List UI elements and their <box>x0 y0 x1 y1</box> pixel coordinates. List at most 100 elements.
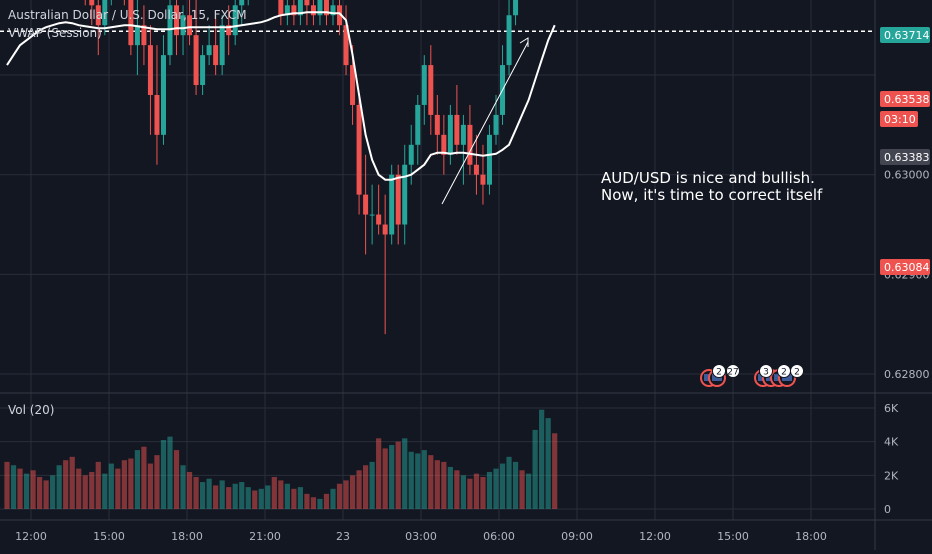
candle-body <box>160 55 166 135</box>
candle-body <box>154 94 160 135</box>
volume-tick-label: 4K <box>884 436 899 449</box>
price-badge-text: 0.63383 <box>884 151 930 164</box>
event-count-bubble[interactable]: 3 <box>759 364 773 378</box>
volume-bar <box>323 493 330 509</box>
volume-bar <box>147 463 154 509</box>
volume-bar <box>56 465 62 509</box>
price-badge-bg <box>880 259 930 275</box>
vwap-path <box>6 11 556 181</box>
candle-body <box>454 114 460 145</box>
volume-bar <box>17 468 23 509</box>
volume-bar <box>421 450 427 509</box>
volume-bar <box>284 483 290 509</box>
volume-bar <box>506 456 512 509</box>
volume-bar <box>108 463 114 509</box>
volume-bar <box>160 439 167 509</box>
price-badge-text: 03:10 <box>884 113 916 126</box>
candle-body <box>350 65 356 105</box>
time-tick-label: 15:00 <box>93 530 125 543</box>
time-tick-label: 03:00 <box>405 530 437 543</box>
volume-bar <box>480 477 486 509</box>
volume-bar <box>519 470 525 509</box>
event-count-circle <box>759 364 773 378</box>
volume-bar <box>460 475 466 509</box>
volume-bar <box>173 450 180 509</box>
horizontal-lines[interactable] <box>0 0 875 32</box>
event-count-bubble[interactable]: 27 <box>726 364 740 378</box>
volume-indicator-label[interactable]: Vol (20) <box>8 403 55 417</box>
volume-bar <box>167 436 173 509</box>
volume-bar <box>493 468 499 509</box>
event-count-text: 2 <box>794 368 800 378</box>
candle-body <box>473 164 479 175</box>
volume-bar <box>265 485 271 509</box>
volume-bar <box>356 470 362 509</box>
candle-body <box>369 214 375 216</box>
candle-body <box>402 164 408 225</box>
event-count-bubble[interactable]: 2 <box>790 364 804 378</box>
volume-bar <box>343 480 349 509</box>
volume-bar <box>102 473 108 509</box>
candle-body <box>141 25 147 46</box>
candle-body <box>102 0 108 26</box>
arrow-shaft[interactable] <box>441 41 529 205</box>
annotation-line-1: AUD/USD is nice and bullish. <box>601 169 815 187</box>
text-annotation[interactable]: AUD/USD is nice and bullish. Now, it's t… <box>601 170 822 204</box>
event-count-bubble[interactable]: 2 <box>712 364 726 378</box>
volume-bar <box>473 473 480 509</box>
volume-bar <box>213 485 219 509</box>
price-badge-bg <box>880 149 930 165</box>
volume-bar <box>69 456 75 509</box>
volume-axis[interactable]: 6K 4K 2K 0 <box>884 402 899 516</box>
volume-bar <box>499 463 506 509</box>
vwap-indicator-label[interactable]: VWAP (Session) <box>8 26 102 40</box>
time-axis[interactable]: 12:00 15:00 18:00 21:00 23 03:00 06:00 09:00 12:… <box>15 530 827 543</box>
price-badge-text: 0.63084 <box>884 261 930 274</box>
event-count-bubble[interactable]: 2 <box>777 364 791 378</box>
volume-bar <box>154 455 160 509</box>
candle-body <box>187 15 193 36</box>
volume-bar <box>50 475 56 509</box>
volume-bar <box>206 478 212 509</box>
volume-bar <box>30 470 36 509</box>
volume-bar <box>310 497 317 509</box>
volume-bar <box>382 448 388 509</box>
volume-bar <box>447 466 453 509</box>
trend-arrow-drawing[interactable] <box>441 37 529 205</box>
time-tick-label: 09:00 <box>561 530 593 543</box>
volume-bar <box>63 460 69 509</box>
volume-bar <box>200 482 206 509</box>
candle-body <box>506 15 512 66</box>
candle-body <box>323 0 329 16</box>
symbol-title[interactable]: Australian Dollar / U.S. Dollar, 15, FXC… <box>8 8 247 22</box>
volume-bar <box>539 409 545 509</box>
volume-bar <box>128 458 134 509</box>
candle-body <box>213 45 219 66</box>
candle-body <box>304 0 310 6</box>
volume-bar <box>193 477 199 509</box>
volume-bar <box>89 471 95 509</box>
candle-body <box>356 104 362 195</box>
candle-body <box>226 25 232 36</box>
volume-bar <box>369 461 375 509</box>
economic-events[interactable]: 2 27 3 2 2 <box>700 364 804 387</box>
time-tick-label: 23 <box>336 530 350 543</box>
candle-body <box>291 5 297 16</box>
volume-bar <box>297 487 303 509</box>
volume-bar <box>186 471 193 509</box>
volume-bar <box>434 460 440 509</box>
candle-body <box>363 194 369 215</box>
candle-body <box>428 65 434 115</box>
time-tick-label: 18:00 <box>795 530 827 543</box>
volume-bar <box>258 488 264 509</box>
volume-bar <box>336 483 343 509</box>
candle-body <box>376 214 382 225</box>
volume-bar <box>395 441 401 509</box>
candle-body <box>206 45 212 56</box>
candle-body <box>395 174 401 225</box>
candle-body <box>467 124 473 165</box>
volume-bar <box>402 438 408 509</box>
volume-bar <box>532 429 538 509</box>
